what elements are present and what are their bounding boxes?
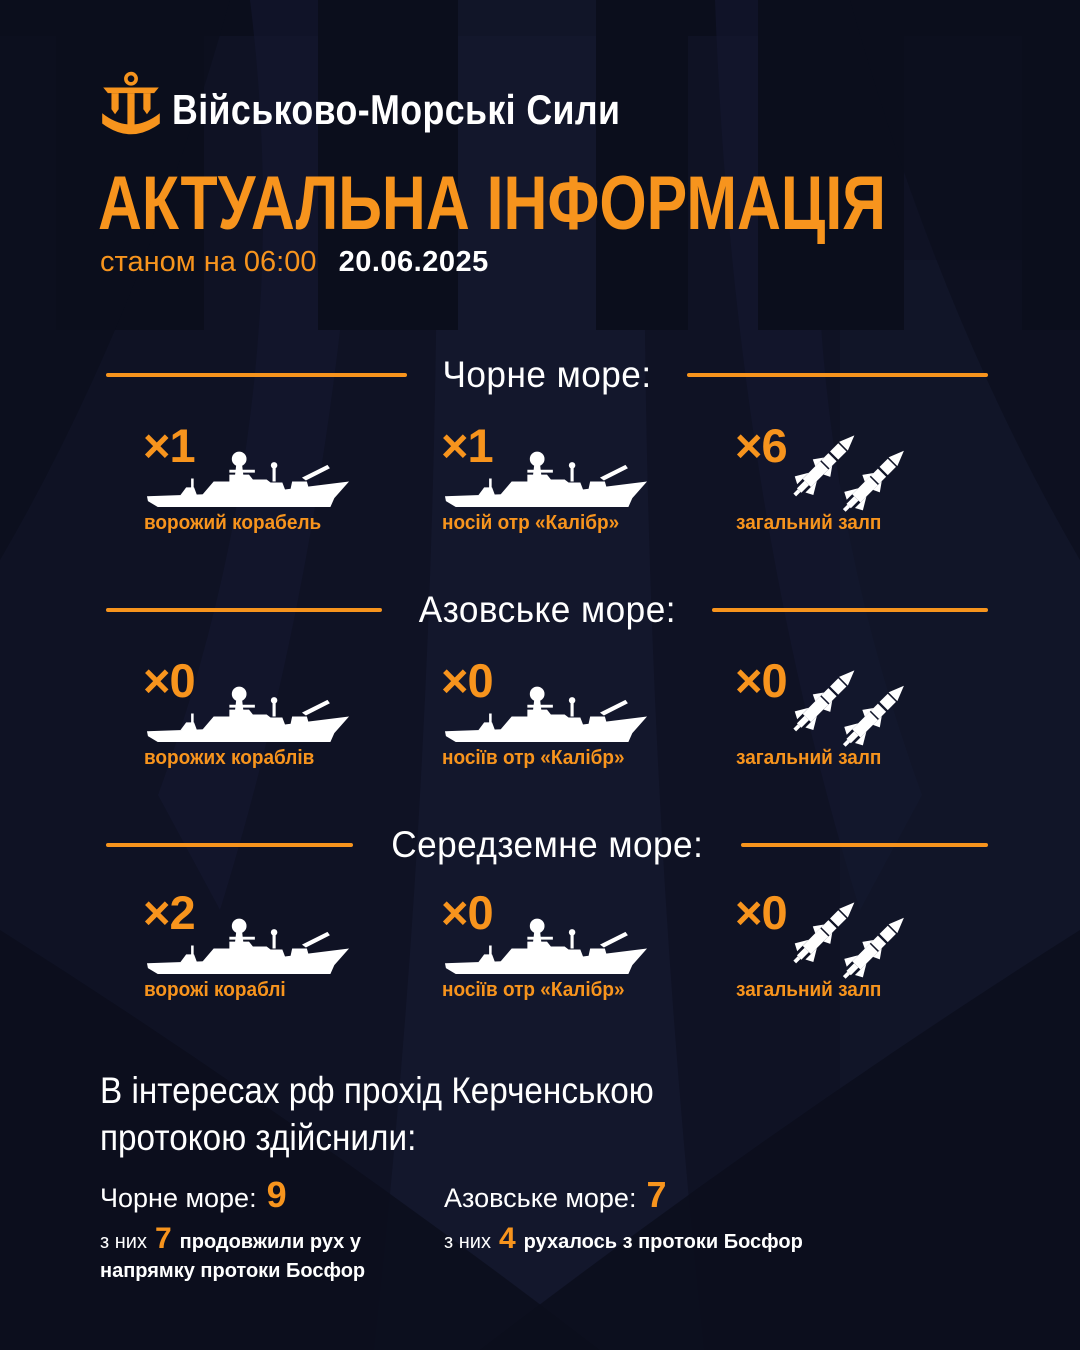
stat-card: ×0 загальний залп — [735, 886, 1045, 1019]
stat-value: ×1 — [441, 419, 494, 472]
kerch-detail-line: з них 4 рухалось з протоки Босфор — [444, 1224, 803, 1257]
kerch-sea-line: Азовське море: 7 — [444, 1177, 803, 1215]
missiles-icon — [785, 661, 915, 756]
divider-line — [106, 608, 382, 612]
divider-line — [106, 373, 407, 377]
stat-value: ×2 — [143, 886, 196, 939]
kerch-sea-label: Азовське море: — [444, 1183, 637, 1213]
stat-label: загальний залп — [736, 747, 882, 769]
stat-card: ×0 носіїв отр «Калібр» — [441, 654, 751, 787]
stat-label: ворожий корабель — [144, 512, 322, 534]
divider-line — [687, 373, 988, 377]
stat-card: ×6 загальний залп — [735, 419, 1045, 552]
section-header-black-sea: Чорне море: — [0, 353, 1080, 397]
kerch-total-count: 7 — [646, 1174, 667, 1215]
stat-value: ×0 — [441, 886, 494, 939]
stat-label: носіїв отр «Калібр» — [442, 747, 625, 769]
stat-value: ×6 — [735, 419, 788, 472]
warship-icon — [443, 917, 649, 980]
kerch-entry-black-sea: Чорне море: 9 з них 7 продовжили рух у напр… — [100, 1177, 430, 1286]
kerch-heading: В інтересах рф прохід Керченською проток… — [100, 1070, 654, 1158]
divider-line — [106, 843, 353, 847]
kerch-detail-suffix: продовжили рух у напрямку протоки Босфор — [100, 1231, 366, 1282]
brand-name: Військово-Морські Сили — [172, 86, 621, 133]
kerch-entry-azov-sea: Азовське море: 7 з них 4 рухалось з протоки… — [444, 1177, 803, 1257]
section-header-mediterranean-sea: Середземне море: — [0, 823, 1080, 867]
warship-icon — [443, 685, 649, 748]
warship-icon — [145, 917, 351, 980]
warship-icon — [443, 450, 649, 513]
divider-line — [712, 608, 989, 612]
missiles-icon — [785, 426, 915, 521]
stat-label: ворожих кораблів — [144, 747, 315, 769]
kerch-detail-count: 4 — [498, 1222, 516, 1255]
page-title: АКТУАЛЬНА ІНФОРМАЦІЯ — [98, 161, 886, 246]
stat-card: ×1 носій отр «Калібр» — [441, 419, 751, 552]
stat-label: ворожі кораблі — [144, 979, 286, 1001]
kerch-detail-prefix: з них — [100, 1231, 147, 1253]
stat-value: ×0 — [735, 654, 788, 707]
kerch-detail-suffix: рухалось з протоки Босфор — [523, 1231, 803, 1253]
stat-value: ×0 — [143, 654, 196, 707]
stat-value: ×1 — [143, 419, 196, 472]
kerch-detail-count: 7 — [154, 1222, 172, 1255]
report-date: 20.06.2025 — [338, 246, 489, 278]
as-of-label: станом на 06:00 — [100, 246, 317, 278]
stat-card: ×1 ворожий корабель — [143, 419, 453, 552]
warship-icon — [145, 450, 351, 513]
kerch-detail-line: з них 7 продовжили рух у напрямку протоки … — [100, 1224, 430, 1286]
stat-label: загальний залп — [736, 512, 882, 534]
divider-line — [741, 843, 989, 847]
stat-card: ×0 загальний залп — [735, 654, 1045, 787]
warship-icon — [145, 685, 351, 748]
stat-value: ×0 — [441, 654, 494, 707]
dateline: станом на 06:00 20.06.2025 — [100, 246, 489, 279]
stat-label: носіїв отр «Калібр» — [442, 979, 625, 1001]
stat-label: загальний залп — [736, 979, 882, 1001]
stat-value: ×0 — [735, 886, 788, 939]
stat-card: ×0 ворожих кораблів — [143, 654, 453, 787]
kerch-total-count: 9 — [266, 1174, 287, 1215]
stat-label: носій отр «Калібр» — [442, 512, 620, 534]
section-title: Азовське море: — [418, 589, 676, 630]
section-title: Чорне море: — [442, 354, 652, 395]
stat-card: ×0 носіїв отр «Калібр» — [441, 886, 751, 1019]
stat-card: ×2 ворожі кораблі — [143, 886, 453, 1019]
kerch-sea-label: Чорне море: — [100, 1183, 257, 1213]
missiles-icon — [785, 893, 915, 988]
anchor-trident-icon — [100, 70, 162, 142]
section-title: Середземне море: — [390, 824, 704, 865]
kerch-sea-line: Чорне море: 9 — [100, 1177, 430, 1215]
section-header-azov-sea: Азовське море: — [0, 588, 1080, 632]
kerch-detail-prefix: з них — [444, 1231, 491, 1253]
